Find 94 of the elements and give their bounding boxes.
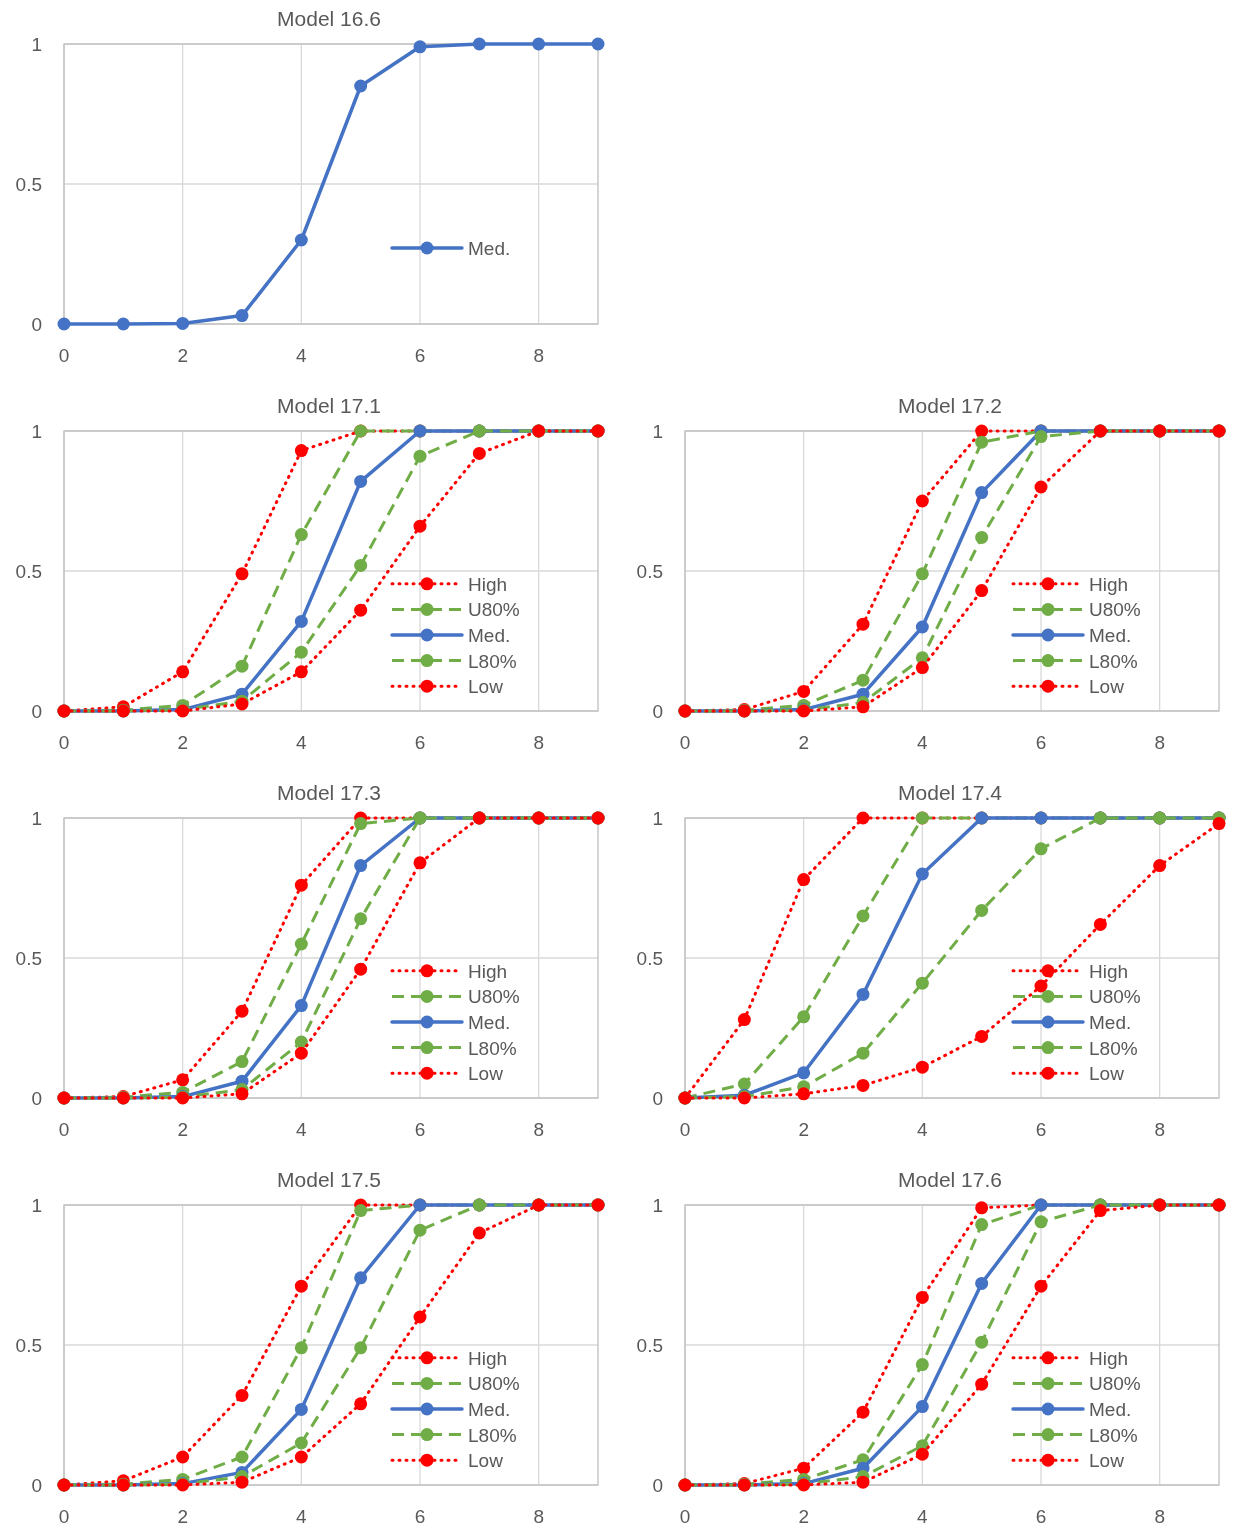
y-tick-label: 1 [31, 421, 42, 442]
x-tick-label: 2 [798, 732, 809, 753]
legend-label: Med. [1089, 1012, 1132, 1033]
x-tick-label: 0 [58, 345, 70, 366]
legend-label: U80% [468, 986, 520, 1008]
x-tick-label: 2 [798, 1506, 809, 1527]
y-tick-label: 0.5 [15, 1335, 42, 1356]
y-tick-label: 0 [31, 1088, 42, 1109]
chart-title: Model 17.4 [898, 781, 1003, 804]
legend-label: Low [1089, 1450, 1125, 1472]
legend-label: Med. [468, 1399, 511, 1420]
legend-label: Med. [468, 238, 511, 259]
chart-title: Model 17.3 [277, 781, 381, 804]
legend-label: U80% [1089, 599, 1141, 621]
legend-label: Low [1089, 1063, 1125, 1085]
legend-label: U80% [468, 1373, 520, 1395]
y-tick-label: 0.5 [636, 948, 663, 969]
x-tick-label: 4 [917, 1506, 929, 1527]
x-tick-label: 2 [177, 732, 188, 753]
legend-label: Low [468, 676, 504, 698]
x-tick-label: 8 [533, 1506, 544, 1527]
x-tick-label: 6 [414, 732, 426, 753]
y-tick-label: 1 [652, 808, 663, 829]
chart-title: Model 17.2 [898, 394, 1002, 417]
x-tick-label: 4 [296, 732, 308, 753]
x-tick-label: 2 [177, 345, 188, 366]
y-tick-label: 0 [652, 1088, 663, 1109]
x-tick-label: 6 [1035, 732, 1047, 753]
x-tick-label: 0 [679, 732, 691, 753]
legend-label: U80% [1089, 1373, 1141, 1395]
y-tick-label: 1 [31, 808, 42, 829]
legend-label: L80% [1089, 1424, 1138, 1446]
legend-label: L80% [1089, 1037, 1138, 1059]
chart-title: Model 16.6 [277, 7, 381, 30]
x-tick-label: 8 [533, 732, 544, 753]
y-tick-label: 1 [31, 34, 42, 55]
y-tick-label: 0.5 [636, 561, 663, 582]
y-tick-label: 0 [31, 701, 42, 722]
chart-title: Model 17.5 [277, 1168, 381, 1191]
x-tick-label: 0 [58, 1506, 70, 1527]
legend-label: U80% [468, 599, 520, 621]
legend-label: High [468, 573, 508, 595]
legend-label: L80% [468, 650, 517, 672]
x-tick-label: 6 [414, 1506, 426, 1527]
legend-label: Med. [1089, 625, 1132, 646]
chart-title: Model 17.1 [277, 394, 381, 417]
y-tick-label: 0 [652, 701, 663, 722]
x-tick-label: 0 [679, 1119, 691, 1140]
x-tick-label: 8 [1154, 1506, 1165, 1527]
y-tick-label: 0.5 [636, 1335, 663, 1356]
legend-label: High [1089, 1347, 1129, 1369]
legend-label: High [468, 1347, 508, 1369]
y-tick-label: 0.5 [15, 561, 42, 582]
x-tick-label: 2 [177, 1506, 188, 1527]
x-tick-label: 4 [917, 732, 929, 753]
x-tick-label: 2 [177, 1119, 188, 1140]
legend-label: Med. [468, 1012, 511, 1033]
x-tick-label: 4 [296, 1506, 308, 1527]
x-tick-label: 4 [296, 345, 308, 366]
legend-label: U80% [1089, 986, 1141, 1008]
legend-label: L80% [468, 1037, 517, 1059]
y-tick-label: 1 [31, 1195, 42, 1216]
x-tick-label: 8 [533, 345, 544, 366]
legend-label: Med. [468, 625, 511, 646]
chart-title: Model 17.6 [898, 1168, 1002, 1191]
x-tick-label: 6 [414, 345, 426, 366]
y-tick-label: 0 [652, 1475, 663, 1496]
legend-label: L80% [1089, 650, 1138, 672]
legend-label: Med. [1089, 1399, 1132, 1420]
y-tick-label: 0.5 [15, 174, 42, 195]
x-tick-label: 8 [1154, 1119, 1165, 1140]
legend-label: High [468, 960, 508, 982]
y-tick-label: 1 [652, 1195, 663, 1216]
x-tick-label: 6 [414, 1119, 426, 1140]
y-tick-label: 0 [31, 314, 42, 335]
x-tick-label: 8 [1154, 732, 1165, 753]
x-tick-label: 2 [798, 1119, 809, 1140]
x-tick-label: 0 [58, 732, 70, 753]
x-tick-label: 6 [1035, 1119, 1047, 1140]
legend-label: High [1089, 573, 1129, 595]
legend-label: High [1089, 960, 1129, 982]
x-tick-label: 6 [1035, 1506, 1047, 1527]
x-tick-label: 4 [917, 1119, 929, 1140]
x-tick-label: 0 [679, 1506, 691, 1527]
legend-label: Low [1089, 676, 1125, 698]
y-tick-label: 0.5 [15, 948, 42, 969]
x-tick-label: 0 [58, 1119, 70, 1140]
y-tick-label: 1 [652, 421, 663, 442]
y-tick-label: 0 [31, 1475, 42, 1496]
legend-label: Low [468, 1063, 504, 1085]
x-tick-label: 8 [533, 1119, 544, 1140]
legend-label: Low [468, 1450, 504, 1472]
x-tick-label: 4 [296, 1119, 308, 1140]
legend-label: L80% [468, 1424, 517, 1446]
